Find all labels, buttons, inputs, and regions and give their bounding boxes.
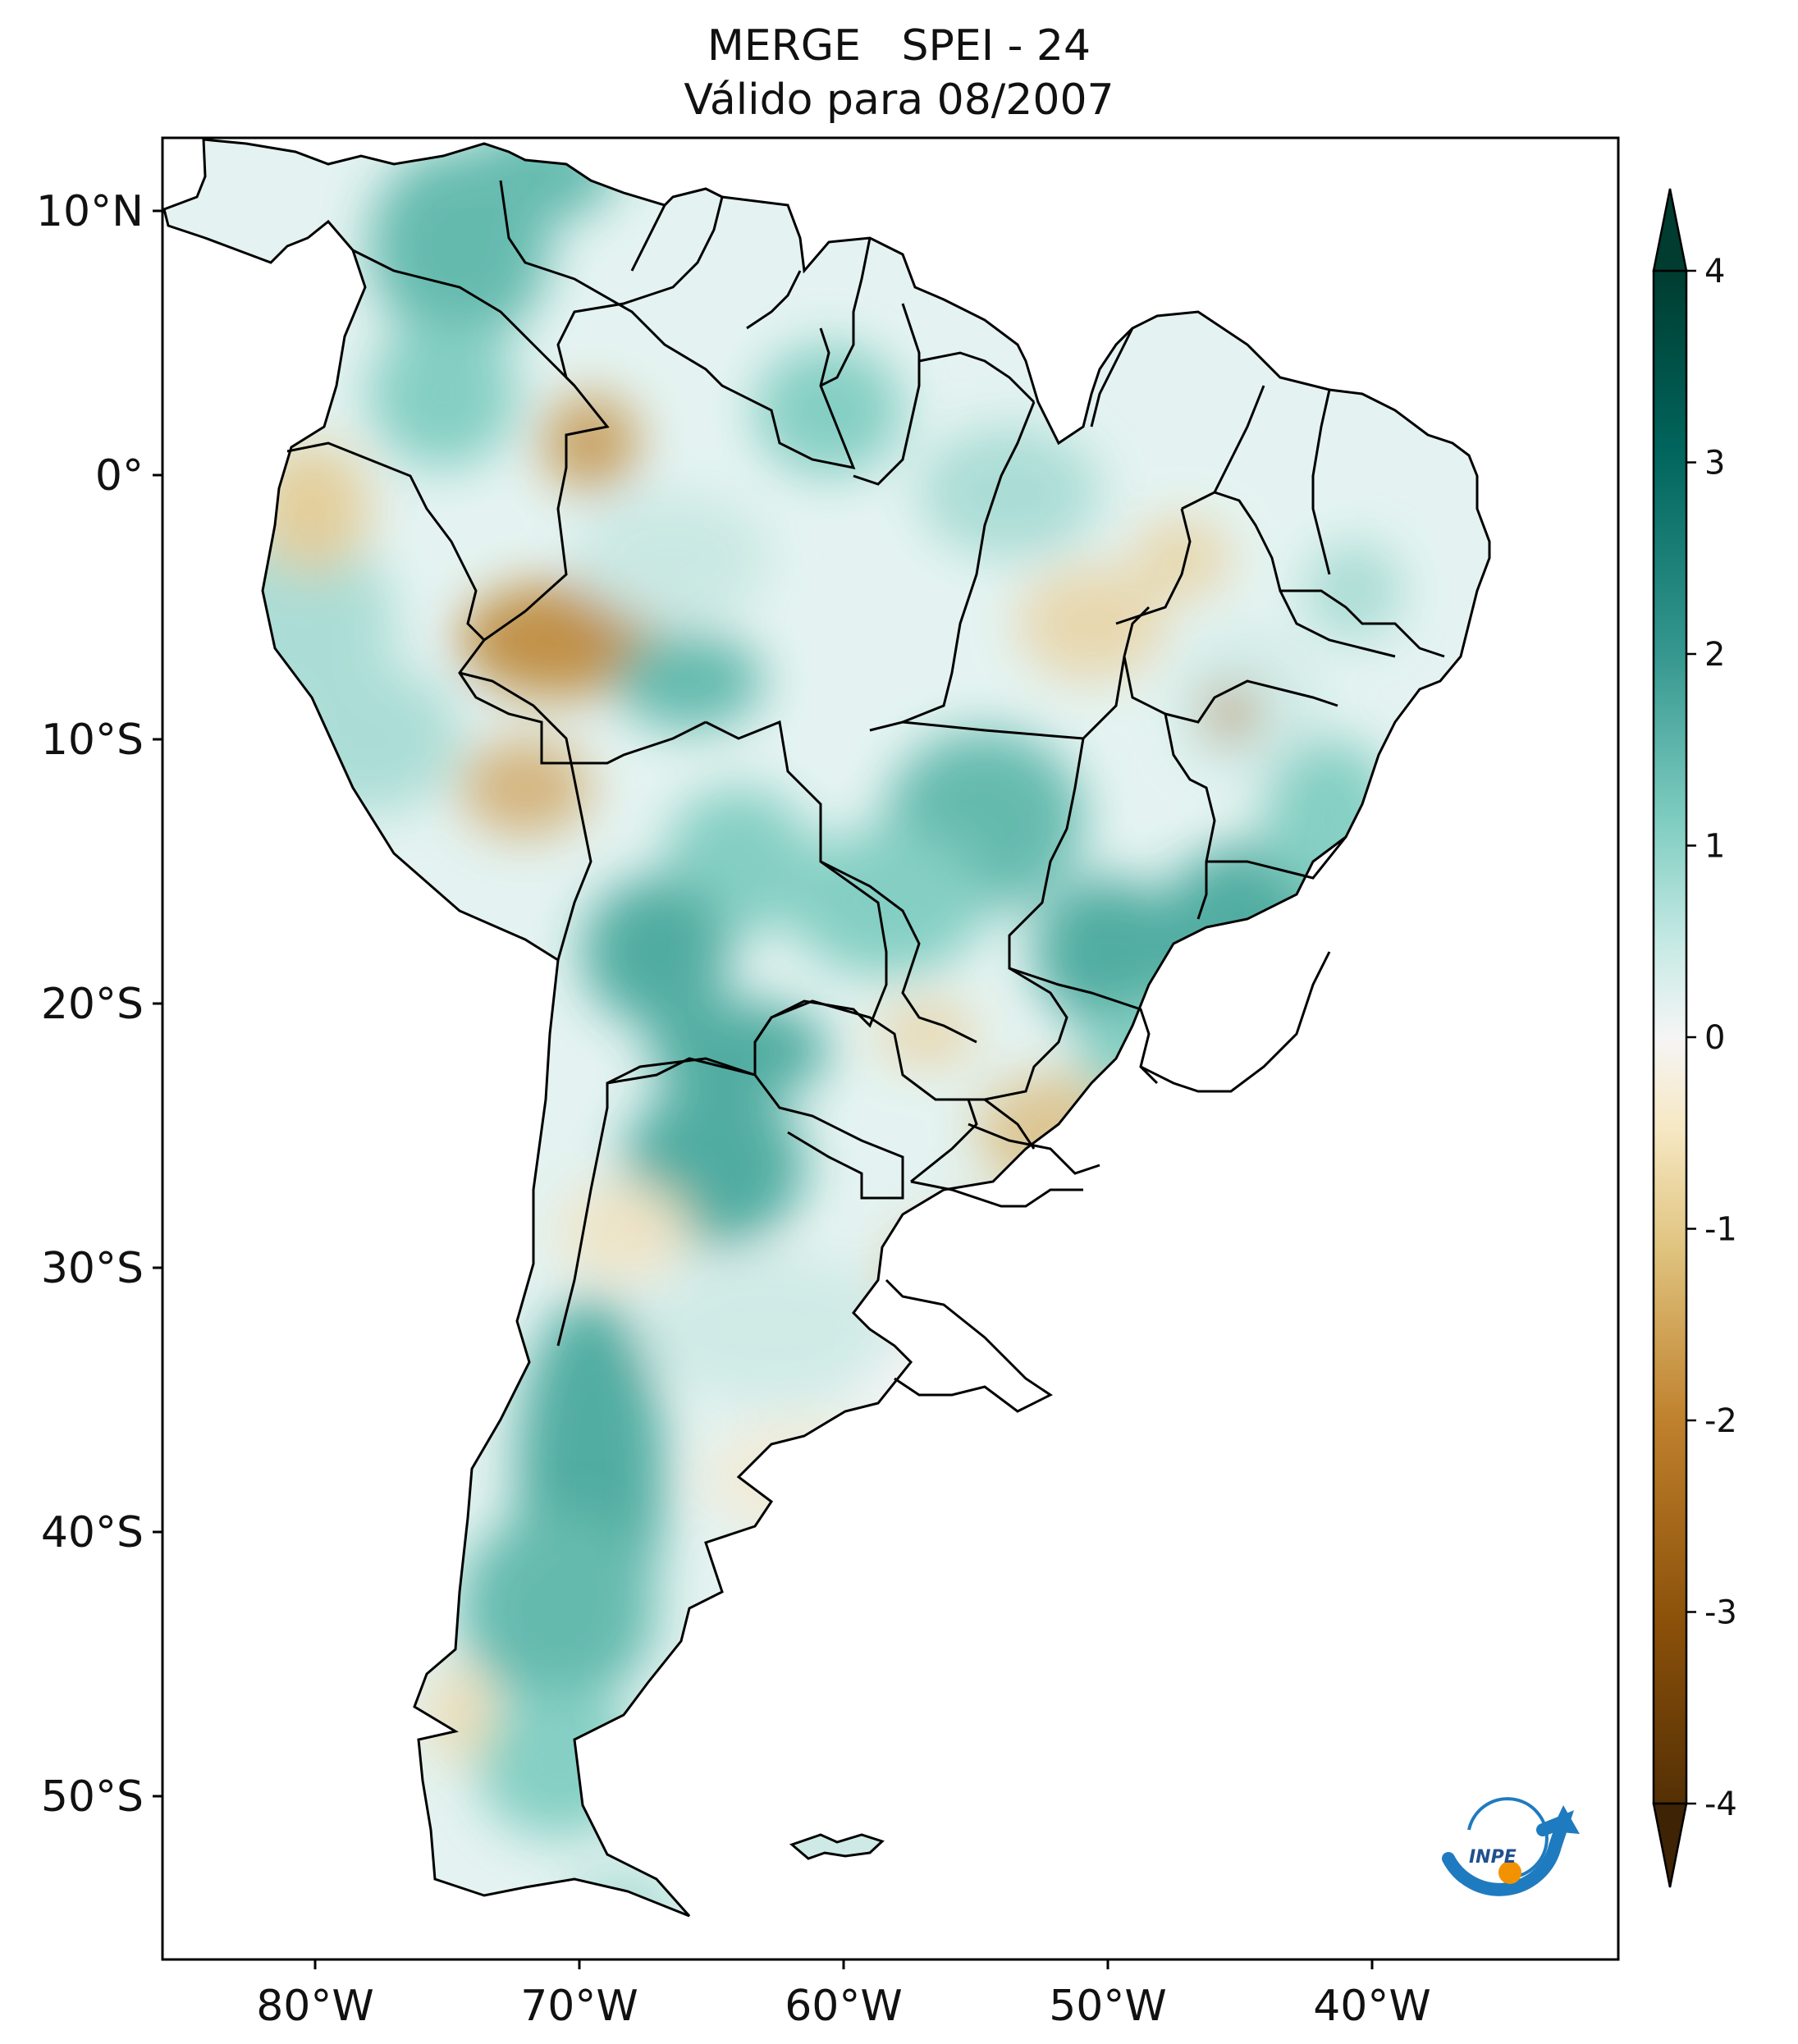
- map-subtitle: Válido para 08/2007: [684, 75, 1114, 125]
- lat-tick-label: 30°S: [41, 1244, 144, 1293]
- lon-tick-label: 40°W: [1313, 1982, 1431, 2031]
- country-borders: [286, 180, 1445, 1413]
- colorbar-tick-label: 1: [1704, 828, 1725, 866]
- falkland-islands: [789, 1833, 885, 1860]
- longitude-axis: 80°W 70°W 60°W 50°W 40°W: [256, 1959, 1431, 2031]
- lon-tick-label: 60°W: [785, 1982, 903, 2031]
- lat-tick-label: 20°S: [41, 980, 144, 1029]
- lon-tick-label: 80°W: [256, 1982, 374, 2031]
- colorbar-tick-label: 0: [1704, 1019, 1725, 1057]
- latitude-axis: 10°N 0° 10°S 20°S 30°S 40°S 50°S: [36, 187, 162, 1822]
- colorbar-tick-label: -2: [1704, 1402, 1737, 1440]
- lat-tick-label: 50°S: [41, 1772, 144, 1822]
- map-frame: [161, 136, 1620, 1961]
- colorbar-tick-label: 2: [1704, 636, 1725, 674]
- lat-tick-label: 40°S: [41, 1508, 144, 1557]
- map-title: MERGE SPEI - 24: [707, 21, 1091, 71]
- colorbar-tick-label: -4: [1704, 1786, 1737, 1823]
- lat-tick-label: 0°: [95, 451, 144, 501]
- continent-outline: [162, 138, 1491, 1918]
- lon-tick-label: 70°W: [520, 1982, 638, 2031]
- colorbar: 4 3 2 1 0 -1 -2 -3 -4: [1652, 188, 1737, 1888]
- colorbar-tick-label: -1: [1704, 1211, 1737, 1249]
- inpe-logo-icon: INPE: [1442, 1797, 1580, 1896]
- lat-tick-label: 10°N: [36, 187, 144, 236]
- lon-tick-label: 50°W: [1049, 1982, 1167, 2031]
- colorbar-tick-label: -3: [1704, 1594, 1737, 1632]
- inpe-logo-text: INPE: [1469, 1847, 1517, 1868]
- colorbar-tick-label: 3: [1704, 445, 1725, 482]
- lat-tick-label: 10°S: [41, 716, 144, 765]
- colorbar-tick-label: 4: [1704, 253, 1725, 290]
